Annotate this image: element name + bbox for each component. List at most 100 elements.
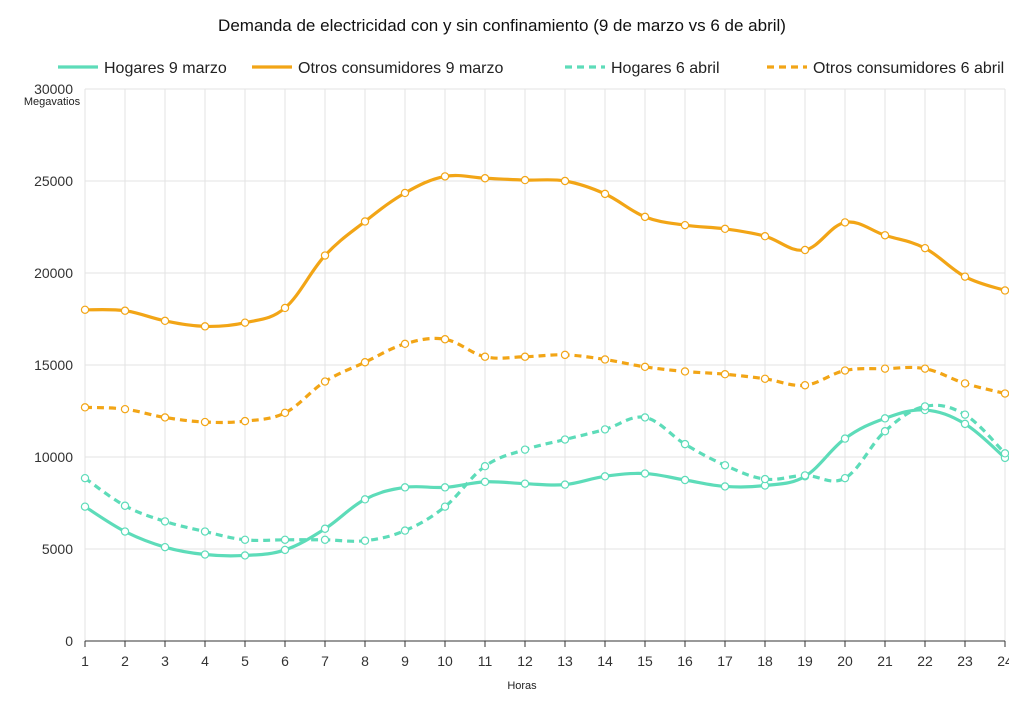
data-point — [80, 502, 90, 511]
data-point — [840, 434, 850, 443]
y-tick-label: 15000 — [34, 357, 73, 373]
data-point — [160, 413, 170, 422]
data-point — [880, 231, 890, 240]
data-point — [240, 551, 250, 560]
data-point — [200, 322, 210, 331]
data-point — [560, 176, 570, 186]
data-point — [960, 419, 970, 429]
data-point — [80, 305, 90, 314]
x-tick-label: 16 — [677, 653, 693, 669]
data-point — [320, 535, 330, 545]
data-point — [440, 483, 450, 492]
data-point — [960, 410, 970, 419]
data-point — [360, 536, 370, 545]
data-point — [560, 435, 570, 444]
data-point — [160, 517, 170, 526]
series-line — [84, 336, 1006, 425]
series-4 — [80, 335, 1009, 427]
data-point — [1000, 286, 1009, 295]
data-point — [560, 350, 570, 360]
data-point — [600, 189, 610, 199]
x-tick-label: 20 — [837, 653, 853, 669]
data-point — [120, 527, 130, 536]
data-point — [240, 318, 250, 327]
x-tick-label: 18 — [757, 653, 773, 669]
data-point — [600, 355, 610, 364]
x-tick-label: 2 — [121, 653, 129, 669]
data-point — [880, 414, 890, 423]
legend-label: Otros consumidores 9 marzo — [298, 60, 504, 77]
data-point — [720, 224, 730, 234]
data-point — [280, 535, 290, 545]
data-point — [560, 480, 570, 489]
series-line — [84, 173, 1006, 329]
data-point — [720, 370, 730, 379]
data-point — [360, 495, 370, 504]
data-point — [160, 316, 170, 326]
x-axis-label: Horas — [507, 680, 537, 692]
data-point — [160, 542, 170, 552]
data-point — [240, 416, 250, 426]
data-point — [640, 212, 650, 222]
x-tick-label: 17 — [717, 653, 733, 669]
data-point — [320, 524, 330, 533]
y-tick-label: 20000 — [34, 265, 73, 281]
x-tick-label: 23 — [957, 653, 973, 669]
data-point — [440, 172, 450, 181]
x-tick-label: 14 — [597, 653, 613, 669]
data-point — [400, 339, 410, 349]
grid — [84, 88, 1006, 641]
x-tick-label: 15 — [637, 653, 653, 669]
data-point — [840, 473, 850, 483]
data-point — [200, 550, 210, 559]
data-point — [1000, 449, 1009, 458]
y-tick-label: 5000 — [42, 541, 73, 557]
data-point — [600, 472, 610, 481]
x-tick-label: 3 — [161, 653, 169, 669]
data-point — [800, 381, 810, 390]
x-tick-label: 13 — [557, 653, 573, 669]
data-point — [640, 362, 650, 372]
data-point — [720, 482, 730, 491]
data-point — [80, 403, 90, 412]
data-point — [480, 174, 490, 183]
data-point — [920, 402, 930, 411]
data-point — [800, 471, 810, 480]
data-point — [360, 217, 370, 226]
data-point — [480, 462, 490, 471]
legend: Hogares 9 marzo Otros consumidores 9 marz… — [58, 60, 1004, 77]
data-point — [400, 526, 410, 535]
data-point — [880, 364, 890, 373]
data-point — [760, 474, 770, 484]
series-line — [84, 408, 1007, 558]
x-tick-label: 21 — [877, 653, 893, 669]
data-point — [520, 175, 530, 185]
data-point — [800, 245, 810, 255]
data-point — [960, 272, 970, 281]
series-2 — [80, 172, 1009, 331]
x-tick-label: 1 — [81, 653, 89, 669]
data-point — [320, 251, 330, 260]
data-point — [520, 352, 530, 361]
x-tick-label: 10 — [437, 653, 453, 669]
data-point — [280, 408, 290, 418]
x-tick-label: 22 — [917, 653, 933, 669]
data-point — [200, 527, 210, 536]
data-point — [920, 243, 930, 253]
x-tick-label: 24 — [997, 653, 1009, 669]
data-point — [200, 417, 210, 427]
data-point — [760, 374, 770, 383]
y-tick-label: 10000 — [34, 449, 73, 465]
data-point — [400, 483, 410, 492]
series-group — [80, 172, 1009, 560]
data-point — [520, 479, 530, 488]
x-tick-label: 11 — [478, 653, 493, 669]
data-point — [600, 425, 610, 434]
data-point — [360, 358, 370, 367]
data-point — [120, 501, 130, 510]
data-point — [400, 188, 410, 198]
x-tick-label: 12 — [517, 653, 533, 669]
data-point — [80, 473, 90, 483]
